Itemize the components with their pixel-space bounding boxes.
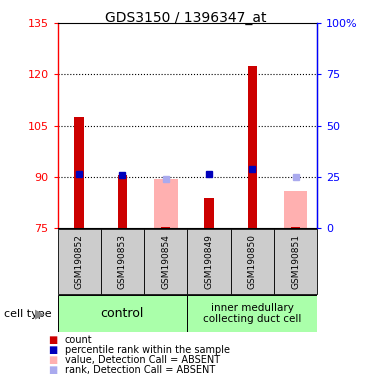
Text: GSM190852: GSM190852 — [75, 234, 83, 289]
Text: GDS3150 / 1396347_at: GDS3150 / 1396347_at — [105, 11, 266, 25]
Bar — [291, 227, 301, 228]
Text: GSM190853: GSM190853 — [118, 234, 127, 289]
Text: percentile rank within the sample: percentile rank within the sample — [65, 345, 230, 355]
Text: ■: ■ — [48, 355, 58, 365]
Bar — [274, 229, 317, 294]
Bar — [284, 191, 308, 228]
Text: inner medullary
collecting duct cell: inner medullary collecting duct cell — [203, 303, 302, 324]
Text: ■: ■ — [48, 335, 58, 345]
Text: cell type: cell type — [4, 309, 51, 319]
Bar — [154, 179, 178, 228]
Text: value, Detection Call = ABSENT: value, Detection Call = ABSENT — [65, 355, 220, 365]
Text: GSM190854: GSM190854 — [161, 234, 170, 289]
Text: ■: ■ — [48, 365, 58, 375]
Text: count: count — [65, 335, 92, 345]
Text: GSM190851: GSM190851 — [291, 234, 300, 289]
Bar — [187, 295, 317, 332]
Text: ■: ■ — [48, 345, 58, 355]
Bar — [231, 229, 274, 294]
Text: control: control — [101, 307, 144, 320]
Bar — [118, 175, 127, 228]
Text: ▶: ▶ — [35, 308, 45, 321]
Bar — [58, 229, 101, 294]
Text: rank, Detection Call = ABSENT: rank, Detection Call = ABSENT — [65, 365, 215, 375]
Bar — [247, 66, 257, 228]
Bar — [144, 229, 187, 294]
Bar — [161, 227, 171, 228]
Text: GSM190850: GSM190850 — [248, 234, 257, 289]
Bar — [204, 198, 214, 228]
Bar — [101, 229, 144, 294]
Bar — [187, 229, 231, 294]
Text: GSM190849: GSM190849 — [204, 234, 213, 289]
Bar — [75, 117, 84, 228]
Bar — [58, 295, 187, 332]
